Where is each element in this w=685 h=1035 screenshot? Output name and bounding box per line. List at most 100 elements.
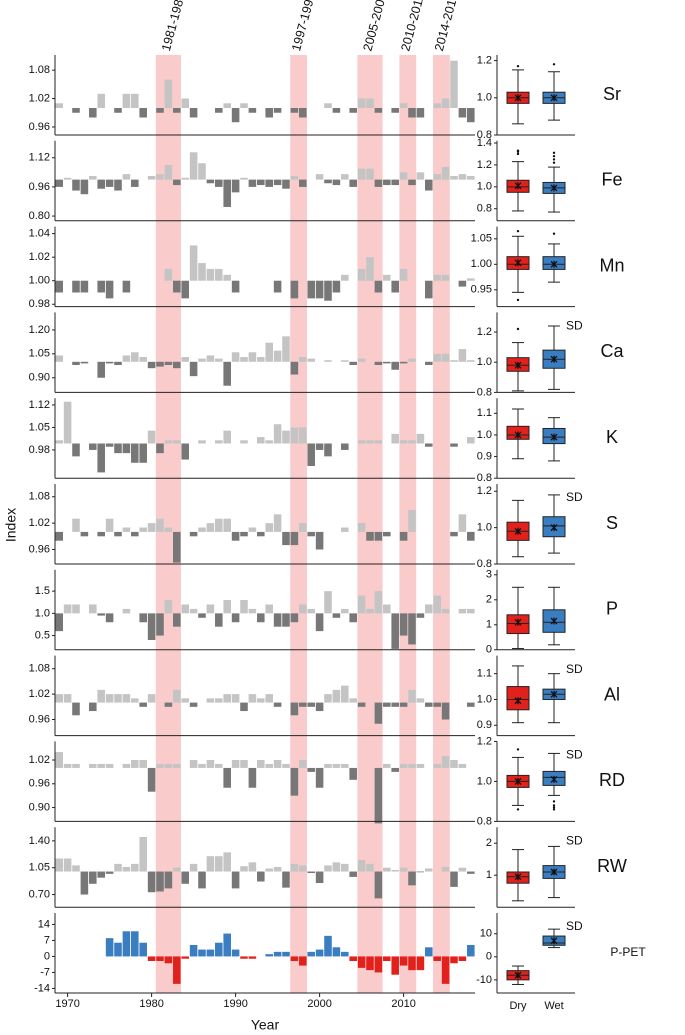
bar (97, 689, 105, 703)
y-tick-label: 1.05 (29, 421, 50, 433)
bar (341, 360, 349, 362)
y-tick-label: 1.2 (477, 735, 492, 747)
bar (374, 108, 383, 113)
y-tick-label: -10 (476, 974, 492, 986)
bar (467, 437, 475, 444)
bar (164, 702, 173, 707)
bar (450, 956, 458, 964)
bar (265, 954, 273, 957)
highlight-label: 1997-1998 (289, 0, 318, 53)
bar (215, 358, 223, 362)
bar (458, 608, 467, 614)
bar (341, 763, 349, 768)
plot-layer: 1981-1983 1997-1998 2005-2007 2010-2011 2014… (29, 0, 647, 1012)
panel-label: Fe (601, 170, 622, 190)
bar (408, 108, 416, 118)
bar (399, 440, 408, 444)
bar (441, 98, 450, 109)
bar (114, 694, 122, 703)
bar (105, 938, 114, 957)
bar (173, 613, 181, 627)
y-tick-label: 1.0 (477, 92, 492, 104)
bar (131, 179, 139, 187)
bar (223, 518, 231, 532)
bar (349, 613, 357, 623)
bar (240, 357, 248, 362)
bar (248, 862, 257, 872)
bar (408, 956, 416, 971)
outlier (516, 748, 520, 751)
bar (265, 763, 273, 768)
bar (147, 871, 156, 893)
bar (332, 280, 341, 293)
bar (357, 523, 366, 532)
bar (458, 174, 467, 180)
x-tick-label: 1970 (55, 998, 79, 1010)
bar (189, 608, 198, 614)
bar (374, 767, 383, 824)
y-axis-label: Index (3, 508, 19, 542)
bar (223, 430, 231, 444)
y-tick-label: 0.80 (29, 210, 50, 222)
bar (467, 278, 475, 281)
bar (189, 945, 198, 957)
bar (173, 440, 181, 444)
bar (458, 956, 467, 961)
y-tick-label: 1.05 (29, 348, 50, 360)
bar (223, 103, 231, 109)
bar (357, 358, 366, 362)
bar (408, 179, 416, 186)
bar (273, 424, 282, 444)
bar (357, 268, 366, 281)
box-note: SD (566, 490, 583, 504)
bar (273, 514, 282, 532)
y-tick-label: 1.0 (477, 356, 492, 368)
bar (114, 179, 122, 191)
bar (290, 956, 299, 961)
bar (391, 702, 399, 707)
y-tick-label: 0.8 (477, 558, 492, 570)
bar (240, 531, 248, 537)
bar (315, 702, 324, 712)
bar (131, 760, 139, 768)
outlier (552, 154, 556, 158)
bar (139, 108, 147, 118)
bar (307, 767, 315, 772)
bar (89, 108, 97, 118)
bar (399, 268, 408, 281)
bar (307, 358, 315, 362)
mean-marker (550, 524, 558, 532)
bar (290, 427, 299, 444)
mean-marker (514, 361, 522, 369)
bar (156, 871, 164, 892)
bar (299, 357, 307, 362)
bar (55, 280, 63, 293)
x-tick-label: 2000 (307, 998, 331, 1010)
y-tick-label: 1.00 (471, 258, 492, 270)
outlier (552, 158, 556, 161)
panel-label: Sr (603, 84, 621, 104)
box-note: SD (566, 662, 583, 676)
bar (273, 951, 282, 957)
box-note: SD (566, 919, 583, 933)
bar (206, 604, 215, 614)
bar (206, 698, 215, 703)
bar (441, 756, 450, 768)
bar (181, 871, 189, 884)
outlier (552, 806, 556, 809)
outlier (516, 149, 520, 152)
mean-marker (514, 259, 522, 267)
bar (257, 698, 265, 703)
bar (299, 427, 307, 444)
bar (433, 174, 441, 180)
y-tick-label: 1.0 (477, 181, 492, 193)
bar (173, 179, 181, 186)
y-tick-label: -14 (34, 982, 50, 994)
mean-marker (550, 617, 558, 625)
y-tick-label: 1.00 (29, 275, 50, 287)
bar (399, 531, 408, 541)
bar (366, 440, 374, 444)
bar (231, 949, 240, 957)
y-tick-label: 1.04 (29, 228, 50, 240)
bar (282, 179, 290, 189)
